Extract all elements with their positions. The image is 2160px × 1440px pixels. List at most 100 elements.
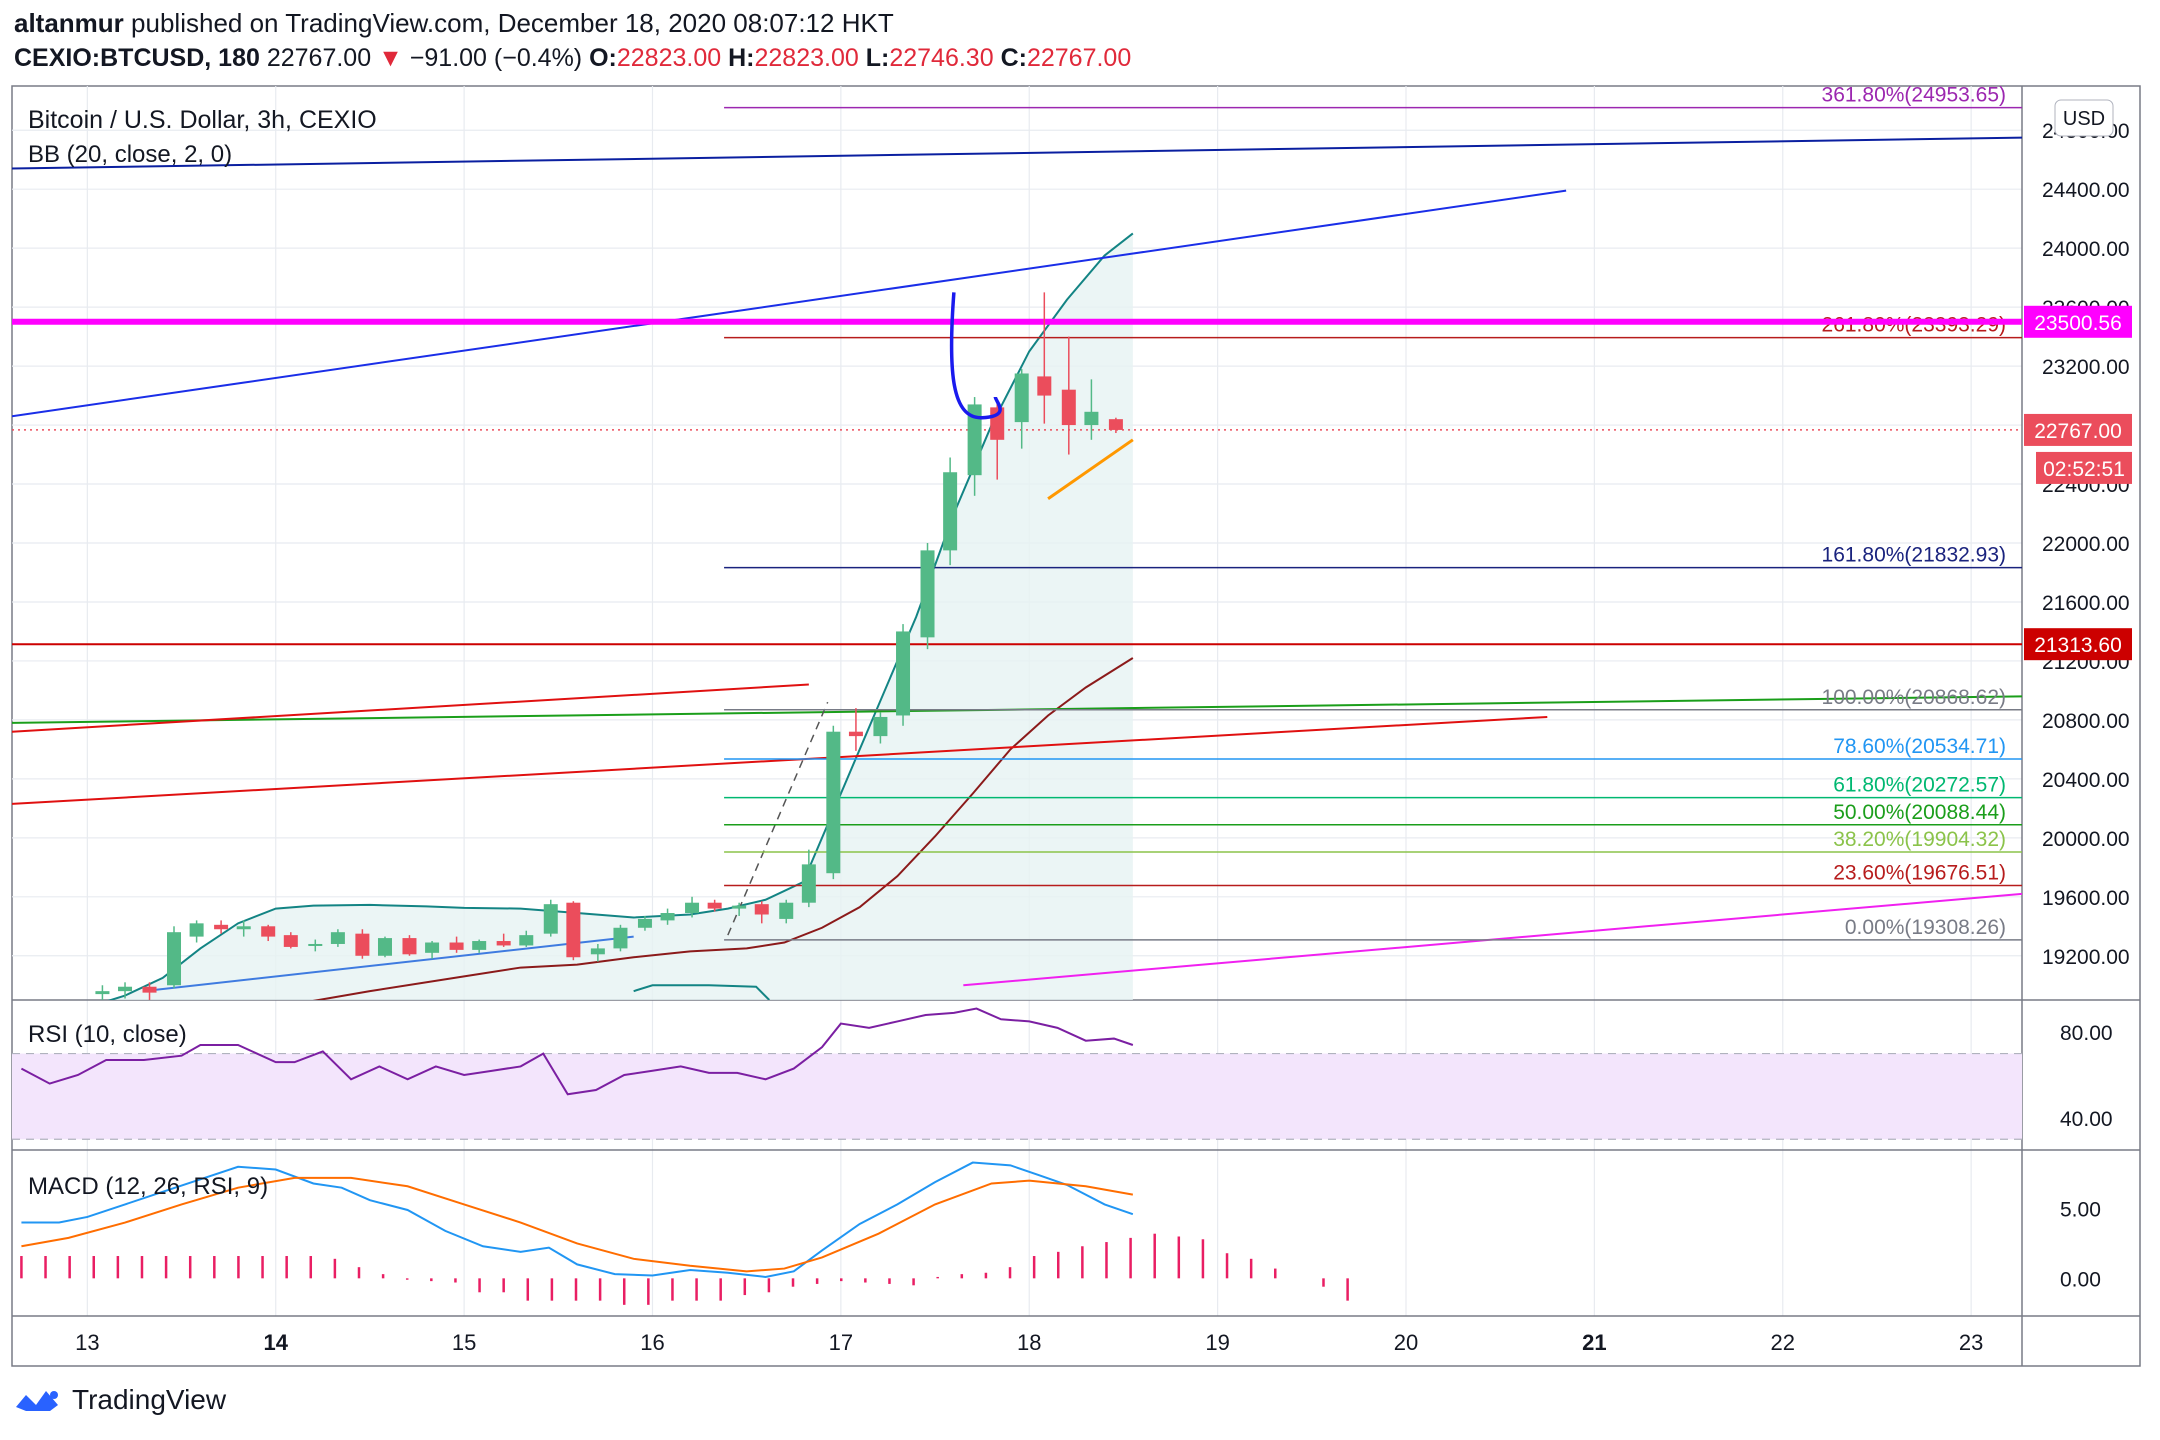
candle-body (779, 902, 794, 919)
open-label: O: (589, 44, 617, 72)
last-price-tag-bg (2024, 413, 2132, 446)
candle-body (543, 904, 558, 934)
time-axis-label: 19 (1205, 1330, 1229, 1355)
rsi-title: RSI (10, close) (28, 1021, 187, 1048)
trendline (12, 136, 2022, 170)
candle-body (826, 731, 841, 874)
candle-body (425, 942, 440, 953)
candle-body (967, 404, 982, 476)
author[interactable]: altanmur (14, 8, 124, 38)
candle-body (613, 927, 628, 949)
tradingview-logo-icon (16, 1391, 58, 1411)
candle-body (685, 902, 700, 914)
main-pane: 361.80%(24953.65) 261.80%(23393.29) 161.80… (12, 86, 2022, 1000)
fib-level-label: 38.20%(19904.32) (1833, 828, 2006, 851)
rsi-band (12, 1053, 2022, 1140)
trendline (143, 935, 634, 993)
publish-info: altanmur published on TradingView.com, D… (14, 8, 894, 39)
time-axis-label: 15 (452, 1330, 476, 1355)
candle-body (896, 631, 911, 716)
candle-body (283, 935, 298, 947)
price-axis-label: 19200.00 (2042, 946, 2130, 969)
trendline (12, 189, 1567, 418)
fib-level-label: 78.60%(20534.71) (1833, 735, 2006, 758)
candle-body (873, 716, 888, 737)
candle-body (848, 731, 863, 737)
countdown-label: 02:52:51 (2043, 458, 2125, 481)
price-axis-label: 20800.00 (2042, 710, 2130, 733)
close-value: 22767.00 (1026, 44, 1132, 72)
publish-date: published on TradingView.com, December 1… (131, 8, 894, 38)
candle-body (236, 926, 251, 930)
candle-body (1108, 419, 1123, 430)
candle-body (637, 918, 652, 928)
price-axis-label: 20400.00 (2042, 769, 2130, 792)
time-axis-label: 20 (1394, 1330, 1418, 1355)
candle-body (1014, 373, 1029, 423)
time-axis-label: 14 (263, 1330, 288, 1355)
level-tag-red: 21313.60 (2034, 634, 2122, 657)
dashed-trendline (727, 701, 829, 936)
price-axis-label: 22000.00 (2042, 533, 2130, 556)
fib-level-label: 61.80%(20272.57) (1833, 774, 2006, 797)
fib-level-label: 161.80%(21832.93) (1822, 544, 2006, 567)
bollinger-lower (633, 984, 770, 1000)
close-label: C: (1000, 44, 1027, 72)
last-price: 22767.00 (266, 44, 372, 72)
candle-body (449, 942, 464, 950)
low-value: 22746.30 (889, 44, 994, 72)
ohlc-line: CEXIO:BTCUSD, 180 22767.00 ▼ −91.00 (−0.… (14, 44, 1131, 73)
candle-body (142, 986, 157, 993)
candle-body (801, 864, 816, 903)
price-axis-label: 24400.00 (2042, 179, 2130, 202)
annotation-hook (949, 292, 1002, 420)
price-axis-label: 21600.00 (2042, 592, 2130, 615)
tradingview-footer[interactable]: TradingView (14, 1384, 226, 1416)
candle-body (308, 943, 323, 946)
macd-line (21, 1161, 1134, 1278)
candle-body (167, 932, 182, 986)
time-axis-label: 16 (640, 1330, 664, 1355)
fib-level-label: 23.60%(19676.51) (1833, 862, 2006, 885)
price-axis-label: 23200.00 (2042, 356, 2130, 379)
candle-body (732, 905, 747, 909)
candle-body (590, 948, 605, 955)
currency-box (2054, 99, 2114, 137)
candle-body (472, 941, 487, 950)
time-axis-label: 18 (1017, 1330, 1041, 1355)
candle-body (118, 986, 133, 992)
currency-label: USD (2063, 108, 2105, 130)
candle-body (355, 933, 370, 956)
fib-level-label: 261.80%(23393.29) (1822, 314, 2006, 337)
high-label: H: (728, 44, 755, 72)
trendline (1047, 438, 1134, 501)
bb-indicator-label: BB (20, close, 2, 0) (28, 141, 232, 168)
candle-body (707, 902, 722, 909)
candle-body (1084, 411, 1099, 426)
candle-body (1061, 389, 1076, 426)
price-axis-label: 19600.00 (2042, 887, 2130, 910)
macd-axis-label: 0.00 (2060, 1268, 2101, 1291)
last-price-tag: 22767.00 (2034, 420, 2122, 443)
candle-body (920, 550, 935, 638)
candle-body (261, 926, 276, 937)
candle-body (189, 923, 204, 937)
bollinger-fill (87, 233, 1133, 1000)
candle-body (402, 938, 417, 955)
level-tag-magenta-bg (2024, 305, 2132, 338)
time-axis-label: 21 (1582, 1330, 1606, 1355)
fib-level-label: 100.00%(20868.62) (1822, 686, 2006, 709)
candle-body (660, 913, 675, 921)
candle-body (377, 938, 392, 956)
price-axis-label: 20000.00 (2042, 828, 2130, 851)
countdown-bg (2036, 451, 2132, 484)
main-title: Bitcoin / U.S. Dollar, 3h, CEXIO (28, 106, 377, 134)
time-axis-label: 13 (75, 1330, 99, 1355)
down-arrow-icon: ▼ (378, 44, 403, 72)
level-tag-magenta: 23500.56 (2034, 312, 2122, 335)
price-axis-label: 24000.00 (2042, 238, 2130, 261)
candle-body (519, 935, 534, 946)
candle-body (1037, 376, 1052, 396)
trendline (12, 683, 809, 733)
